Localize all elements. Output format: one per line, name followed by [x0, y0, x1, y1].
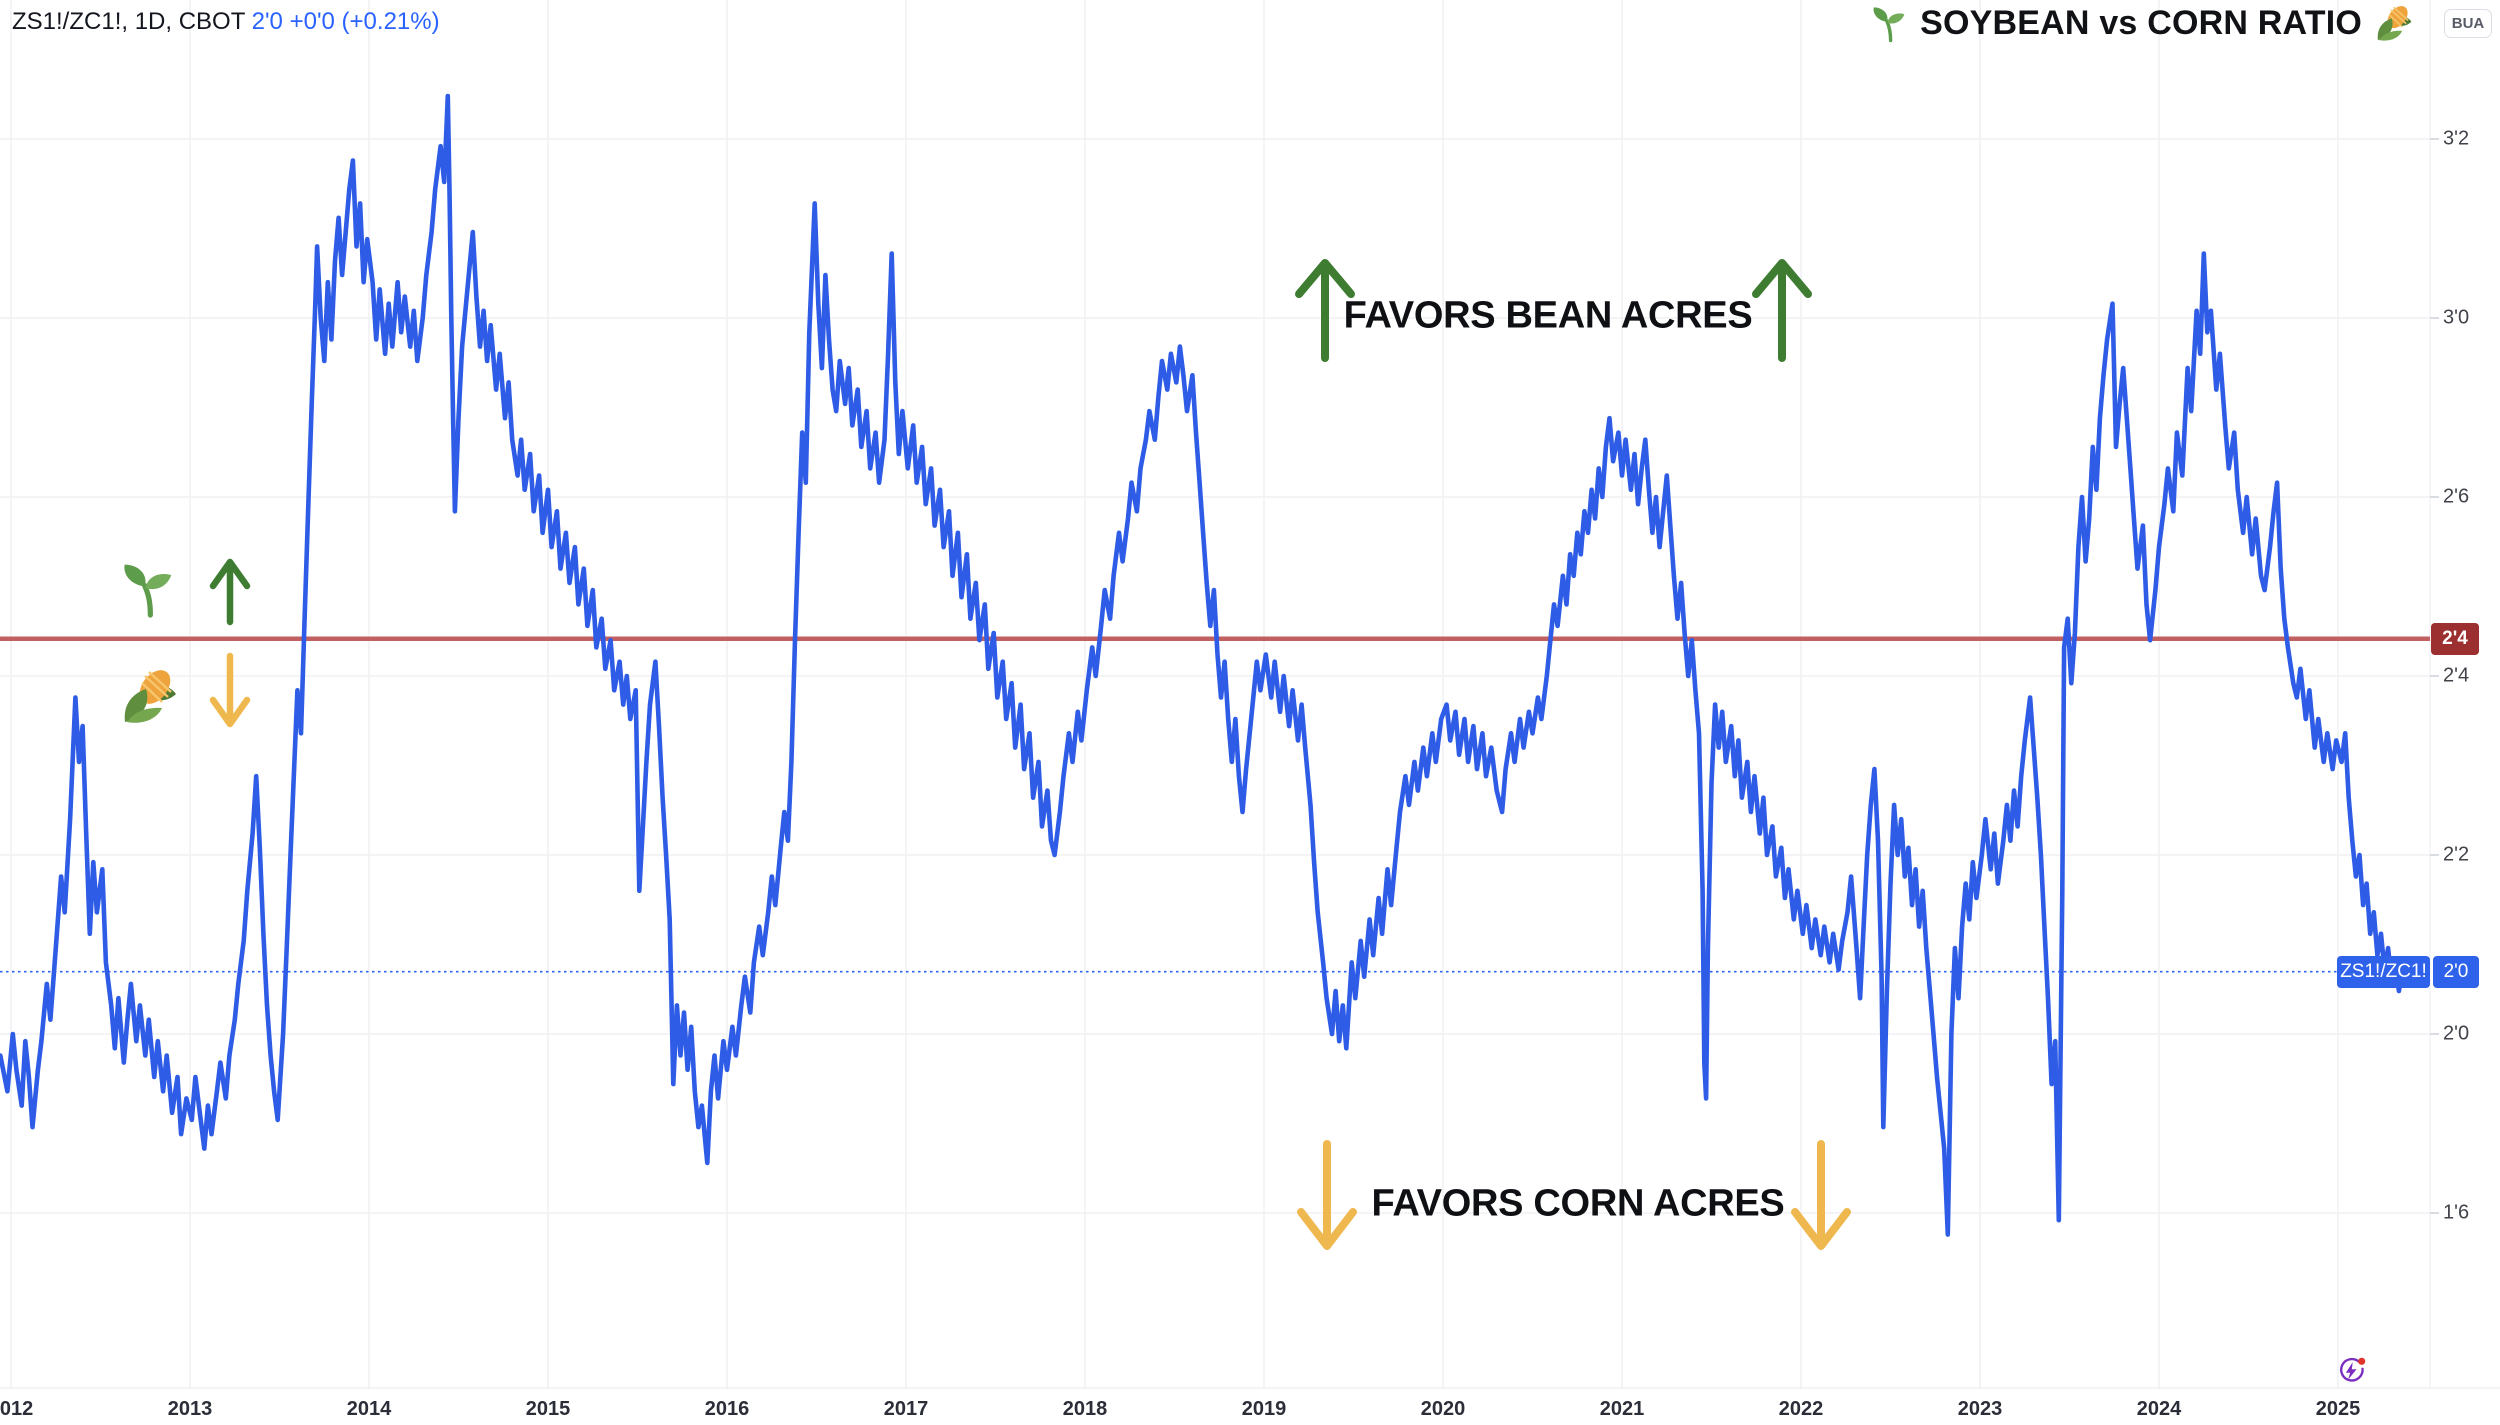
favors-bean-acres-label[interactable]: FAVORS BEAN ACRES — [1343, 294, 1753, 337]
down-arrow-icon[interactable] — [1297, 1140, 1357, 1250]
price-axis[interactable]: 3'2 3'0 2'6 2'4 2'2 2'0 1'6 — [2430, 0, 2500, 1388]
favors-corn-acres-label[interactable]: FAVORS CORN ACRES — [1371, 1182, 1785, 1225]
page-title: SOYBEAN vs CORN RATIO — [1870, 2, 2414, 44]
last-price: 2'0 — [251, 8, 283, 35]
y-tick-label: 3'0 — [2443, 306, 2470, 329]
up-arrow-icon[interactable] — [1295, 259, 1355, 362]
corn-icon — [2376, 2, 2413, 42]
y-tick-label: 3'2 — [2443, 127, 2470, 150]
x-tick-label: 2014 — [346, 1398, 392, 1420]
symbol-interval-exchange[interactable]: ZS1!/ZC1!, 1D, CBOT — [12, 8, 245, 35]
x-tick-label: 2015 — [525, 1398, 571, 1420]
price-change: +0'0 (+0.21%) — [289, 8, 440, 35]
x-tick-label: 2012 — [0, 1398, 34, 1420]
title-text: SOYBEAN vs CORN RATIO — [1920, 3, 2362, 42]
current-price-tag: 2'0 — [2433, 955, 2479, 988]
y-tick-label: 1'6 — [2443, 1201, 2470, 1224]
time-axis[interactable]: 2012 2013 2014 2015 2016 2017 2018 2019 2020 2021… — [0, 1392, 2430, 1425]
x-tick-label: 2025 — [2315, 1398, 2361, 1420]
x-tick-label: 2022 — [1778, 1398, 1824, 1420]
x-tick-label: 2013 — [167, 1398, 213, 1420]
symbol-header[interactable]: ZS1!/ZC1!, 1D, CBOT 2'0 +0'0 (+0.21%) — [12, 8, 440, 36]
sprout-icon[interactable] — [124, 565, 171, 615]
x-tick-label: 2017 — [883, 1398, 929, 1420]
ratio-line-series[interactable] — [0, 93, 2409, 1237]
x-tick-label: 2020 — [1420, 1398, 1466, 1420]
corn-icon[interactable] — [123, 663, 178, 724]
y-tick-label: 2'4 — [2443, 664, 2470, 687]
up-arrow-icon[interactable] — [1752, 259, 1812, 362]
x-tick-label: 2023 — [1957, 1398, 2003, 1420]
y-tick-label: 2'6 — [2443, 485, 2470, 508]
lightning-circle-icon[interactable] — [2334, 1354, 2368, 1388]
x-tick-label: 2024 — [2136, 1398, 2182, 1420]
down-arrow-icon[interactable] — [209, 652, 251, 728]
up-arrow-icon[interactable] — [209, 558, 251, 626]
bua-badge[interactable]: BUA — [2444, 9, 2492, 38]
x-tick-label: 2021 — [1599, 1398, 1645, 1420]
y-tick-label: 2'0 — [2443, 1022, 2470, 1045]
down-arrow-icon[interactable] — [1791, 1140, 1851, 1250]
sprout-icon — [1871, 5, 1907, 43]
x-tick-label: 2019 — [1241, 1398, 1287, 1420]
current-price-symbol-tag: ZS1!/ZC1! — [2337, 955, 2430, 988]
x-tick-label: 2018 — [1062, 1398, 1108, 1420]
y-tick-label: 2'2 — [2443, 843, 2470, 866]
x-tick-label: 2016 — [704, 1398, 750, 1420]
hline-price-tag[interactable]: 2'4 — [2431, 622, 2479, 655]
